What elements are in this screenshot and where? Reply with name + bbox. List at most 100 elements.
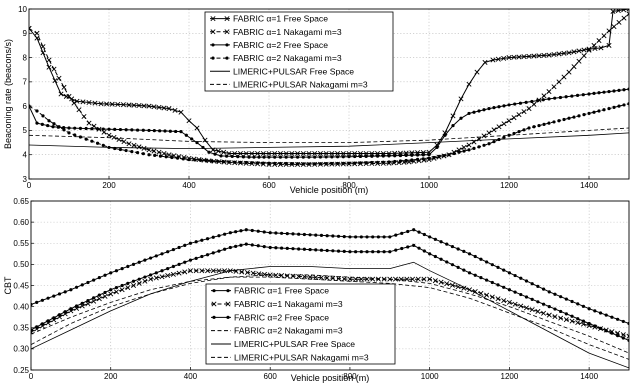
series-marker — [57, 125, 61, 129]
series-marker — [244, 228, 248, 232]
series-marker — [507, 133, 511, 137]
legend-item: LIMERIC+PULSAR Nakagami m=3 — [211, 352, 369, 362]
series-marker — [250, 243, 254, 247]
series-marker — [530, 282, 534, 286]
legend: FABRIC α=1 Free Space FABRIC α=1 Nakagami… — [204, 11, 394, 92]
series-marker — [552, 120, 556, 124]
series-marker — [161, 105, 167, 111]
series-marker — [370, 276, 376, 282]
series-marker — [626, 9, 629, 12]
series-marker — [507, 271, 511, 275]
series-2 — [31, 268, 629, 339]
series-marker — [69, 288, 73, 292]
series-marker — [427, 156, 431, 160]
series-marker — [297, 232, 301, 236]
series-marker — [95, 127, 100, 131]
series-marker — [388, 250, 392, 254]
series-marker — [371, 250, 375, 254]
series-marker — [78, 135, 83, 139]
series-marker — [200, 238, 204, 242]
series-marker — [445, 260, 449, 264]
series-marker — [571, 49, 577, 55]
series-marker — [593, 309, 597, 313]
series-marker — [200, 254, 204, 259]
series-marker — [131, 279, 136, 283]
series-marker — [46, 296, 50, 300]
series-marker — [592, 45, 598, 51]
series-marker — [541, 98, 545, 102]
series-marker — [435, 145, 439, 150]
series-marker — [124, 128, 128, 132]
series-marker — [598, 326, 603, 330]
series-marker — [410, 158, 414, 162]
series-marker — [97, 293, 101, 297]
series-marker — [400, 246, 404, 251]
series-marker — [63, 290, 67, 294]
series-marker — [198, 158, 203, 162]
series-marker — [428, 252, 432, 256]
series-marker — [502, 268, 506, 272]
series-marker — [341, 155, 345, 159]
series-marker — [62, 128, 66, 132]
series-marker — [96, 296, 102, 302]
series-marker — [524, 295, 529, 299]
series-marker — [226, 315, 230, 319]
series-marker — [563, 317, 569, 323]
series-marker — [559, 295, 563, 299]
y-tick-label: 0.65 — [13, 197, 29, 206]
series-marker — [472, 146, 476, 150]
x-axis-title: Vehicle position (m) — [290, 185, 369, 195]
series-marker — [239, 243, 243, 247]
series-marker — [547, 305, 551, 309]
series-marker — [159, 274, 165, 280]
y-axis-title: CBT — [3, 276, 13, 295]
legend-item: FABRIC α=1 Nakagami m=3 — [211, 299, 343, 309]
series-marker — [147, 153, 151, 157]
series-marker — [622, 103, 626, 107]
series-line — [31, 274, 629, 354]
series-marker — [626, 11, 629, 17]
series-marker — [451, 123, 455, 128]
series-marker — [381, 160, 385, 164]
series-marker — [571, 64, 577, 70]
series-marker — [46, 319, 50, 323]
series-marker — [80, 99, 86, 105]
series-marker — [71, 100, 77, 106]
y-tick-label: 3 — [23, 175, 28, 184]
y-axis-title: Beaconing rate (beacons/s) — [3, 39, 13, 149]
series-marker — [35, 121, 39, 125]
series-marker — [250, 228, 254, 233]
series-marker — [564, 297, 568, 301]
y-tick-label: 0.30 — [13, 345, 29, 354]
series-marker — [164, 155, 168, 159]
x-tick-label: 1400 — [580, 181, 598, 190]
series-marker — [443, 133, 447, 137]
series-marker — [348, 250, 352, 254]
series-marker — [84, 126, 88, 131]
series-marker — [130, 149, 134, 154]
series-marker — [101, 143, 105, 147]
series-marker — [428, 235, 432, 239]
series-marker — [330, 161, 334, 166]
series-marker — [604, 313, 608, 317]
series-marker — [210, 159, 214, 163]
series-marker — [358, 161, 363, 165]
series-marker — [228, 231, 232, 235]
series-marker — [576, 317, 580, 321]
series-marker — [178, 109, 184, 115]
beaconing-rate-chart: 0 200 400 600 800 1000 1200 1400 3 4 5 6 7 8 9 10 Vehicl… — [3, 5, 630, 195]
ticks: 0 200 400 600 800 1000 1200 1400 0.25 0.30 0.35 0.4… — [13, 197, 598, 381]
series-marker — [120, 267, 124, 271]
legend-item: LIMERIC+PULSAR Nakagami m=3 — [210, 79, 368, 89]
series-6 — [29, 127, 629, 143]
y-tick-label: 0.60 — [13, 218, 29, 227]
series-marker — [73, 133, 77, 137]
series-marker — [581, 93, 585, 97]
y-tick-label: 0.35 — [13, 324, 29, 333]
series-marker — [607, 106, 611, 111]
series-marker — [142, 278, 148, 284]
series-marker — [284, 161, 288, 166]
series-marker — [29, 25, 32, 31]
series-marker — [126, 102, 132, 108]
series-marker — [283, 150, 289, 157]
